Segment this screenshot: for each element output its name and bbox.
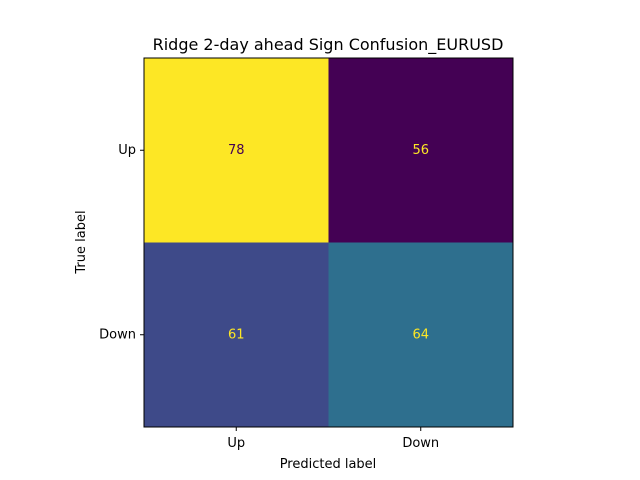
y-tick-label: Up: [118, 143, 136, 158]
axis-ticks: Up Down Up Down: [99, 143, 439, 451]
plot-frame: [143, 57, 514, 428]
heatmap-cell: [328, 58, 513, 243]
x-axis-label: Predicted label: [280, 457, 377, 472]
heatmap-cell: [144, 58, 329, 243]
cell-value-label: 78: [228, 143, 245, 158]
heatmap-cells: 78 56 61 64: [144, 58, 513, 427]
cell-value-label: 61: [228, 327, 245, 342]
chart-title: Ridge 2-day ahead Sign Confusion_EURUSD: [153, 35, 504, 55]
x-tick-label: Down: [402, 436, 439, 451]
cell-value-label: 56: [412, 143, 429, 158]
heatmap-cell: [328, 242, 513, 427]
cell-value-label: 64: [412, 327, 429, 342]
heatmap-cell: [144, 242, 329, 427]
x-tick-label: Up: [227, 436, 245, 451]
y-axis-label: True label: [74, 210, 89, 274]
y-tick-label: Down: [99, 327, 136, 342]
